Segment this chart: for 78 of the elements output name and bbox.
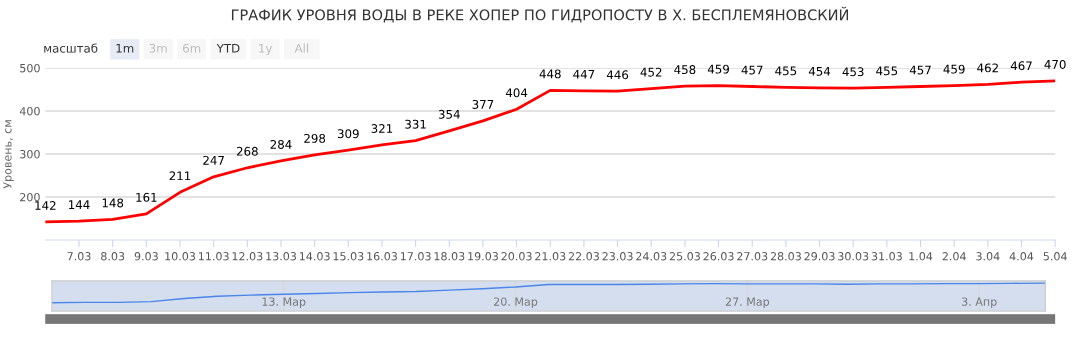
- data-label: 457: [909, 65, 931, 75]
- data-label: 377: [472, 99, 494, 109]
- data-label: 331: [405, 119, 426, 129]
- x-tick-label: 12.03: [232, 252, 263, 261]
- data-label: 321: [371, 124, 393, 133]
- data-label: 144: [69, 200, 90, 209]
- x-tick-label: 3.04: [976, 252, 1000, 261]
- x-tick-label: 8.03: [101, 252, 125, 261]
- x-tick-label: 20.03: [501, 252, 532, 261]
- data-label: 454: [808, 67, 831, 76]
- data-label: 309: [337, 129, 359, 139]
- x-tick-label: 26.03: [703, 252, 734, 261]
- data-label: 455: [775, 66, 797, 76]
- data-label: 268: [236, 146, 258, 156]
- x-tick-label: 25.03: [669, 252, 700, 261]
- x-tick-label: 13. Мар: [262, 297, 306, 308]
- x-tick-label: 3. Апр: [962, 297, 997, 308]
- data-label: 142: [35, 201, 56, 210]
- data-label: 404: [505, 88, 528, 98]
- text: All: [294, 43, 309, 53]
- data-label: 148: [102, 198, 124, 208]
- x-tick-label: 19.03: [468, 252, 498, 261]
- x-tick-label: 14.03: [299, 252, 330, 261]
- data-label: 453: [842, 67, 864, 77]
- data-label: 459: [943, 64, 965, 74]
- data-label: 446: [606, 70, 629, 80]
- x-tick-label: 7.03: [67, 252, 91, 261]
- x-tick-label: 13.03: [266, 252, 296, 261]
- data-label: 467: [1010, 61, 1032, 71]
- data-label: 298: [304, 133, 326, 143]
- x-tick-label: 10.03: [165, 252, 196, 261]
- x-tick-label: 21.03: [535, 252, 566, 261]
- x-tick-label: 30.03: [838, 252, 869, 261]
- data-label: 459: [707, 64, 729, 74]
- y-axis-title: Уровень, см: [3, 120, 14, 189]
- x-tick-label: 18.03: [434, 252, 465, 261]
- text: 1m: [116, 43, 134, 53]
- data-label: 458: [674, 65, 696, 75]
- text: 3m: [149, 43, 167, 53]
- x-tick-label: 15.03: [333, 252, 364, 261]
- x-tick-label: 31.03: [871, 252, 902, 261]
- data-label: 455: [876, 66, 898, 76]
- x-tick-label: 29.03: [804, 252, 835, 261]
- text: YTD: [216, 43, 240, 53]
- x-tick-label: 27. Мар: [725, 297, 770, 308]
- data-label: 161: [136, 192, 157, 202]
- x-tick-label: 27.03: [737, 252, 768, 261]
- x-tick-label: 11.03: [198, 252, 229, 261]
- data-label: 447: [573, 70, 595, 79]
- text: 6m: [183, 43, 201, 53]
- x-tick-label: 16.03: [367, 252, 397, 261]
- y-tick-label: 300: [20, 149, 40, 159]
- x-tick-label: 9.03: [134, 252, 158, 261]
- data-label: 452: [640, 67, 662, 77]
- data-label: 354: [438, 109, 460, 119]
- text: масштаб: [44, 43, 98, 53]
- y-tick-label: 400: [19, 106, 40, 116]
- data-label: 211: [169, 171, 191, 181]
- x-tick-label: 5.04: [1043, 252, 1067, 261]
- x-tick-label: 4.04: [1009, 252, 1034, 261]
- chart-title: ГРАФИК УРОВНЯ ВОДЫ В РЕКЕ ХОПЕР ПО ГИДРОПОСТУ В Х. БЕСПЛЕМЯНОВСКИЙ: [231, 6, 849, 23]
- data-label: 284: [270, 139, 292, 149]
- data-label: 470: [1044, 59, 1066, 69]
- y-tick-label: 200: [20, 193, 40, 202]
- x-tick-label: 2.04: [942, 252, 966, 261]
- y-tick-label: 500: [20, 63, 40, 73]
- x-tick-label: 22.03: [568, 252, 599, 261]
- x-tick-label: 1.04: [909, 252, 933, 261]
- x-tick-label: 24.03: [636, 252, 667, 261]
- x-tick-label: 17.03: [400, 252, 431, 261]
- data-label: 462: [977, 63, 998, 73]
- data-label: 457: [741, 65, 763, 75]
- text: 1y: [259, 43, 273, 56]
- x-tick-label: 20. Мар: [494, 297, 538, 308]
- data-label: 448: [539, 69, 561, 79]
- x-tick-label: 28.03: [770, 252, 801, 261]
- data-label: 247: [203, 155, 224, 165]
- x-tick-label: 23.03: [602, 252, 633, 261]
